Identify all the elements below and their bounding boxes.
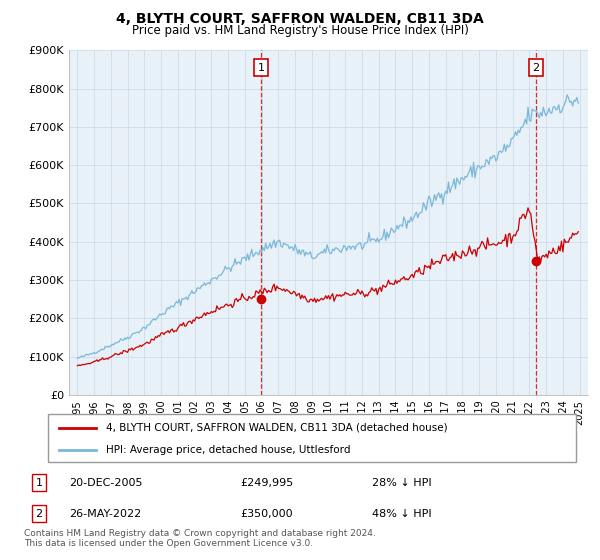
- Text: 4, BLYTH COURT, SAFFRON WALDEN, CB11 3DA: 4, BLYTH COURT, SAFFRON WALDEN, CB11 3DA: [116, 12, 484, 26]
- Text: 26-MAY-2022: 26-MAY-2022: [69, 508, 141, 519]
- FancyBboxPatch shape: [48, 414, 576, 462]
- Text: Price paid vs. HM Land Registry's House Price Index (HPI): Price paid vs. HM Land Registry's House …: [131, 24, 469, 37]
- Text: 4, BLYTH COURT, SAFFRON WALDEN, CB11 3DA (detached house): 4, BLYTH COURT, SAFFRON WALDEN, CB11 3DA…: [106, 423, 448, 433]
- Text: 28% ↓ HPI: 28% ↓ HPI: [372, 478, 431, 488]
- Text: HPI: Average price, detached house, Uttlesford: HPI: Average price, detached house, Uttl…: [106, 445, 350, 455]
- Text: 2: 2: [533, 63, 539, 73]
- Text: 2: 2: [35, 508, 43, 519]
- Text: 1: 1: [35, 478, 43, 488]
- Text: Contains HM Land Registry data © Crown copyright and database right 2024.: Contains HM Land Registry data © Crown c…: [24, 529, 376, 538]
- Text: £249,995: £249,995: [240, 478, 293, 488]
- Text: 20-DEC-2005: 20-DEC-2005: [69, 478, 143, 488]
- Text: This data is licensed under the Open Government Licence v3.0.: This data is licensed under the Open Gov…: [24, 539, 313, 548]
- Text: 1: 1: [257, 63, 265, 73]
- Text: 48% ↓ HPI: 48% ↓ HPI: [372, 508, 431, 519]
- Text: £350,000: £350,000: [240, 508, 293, 519]
